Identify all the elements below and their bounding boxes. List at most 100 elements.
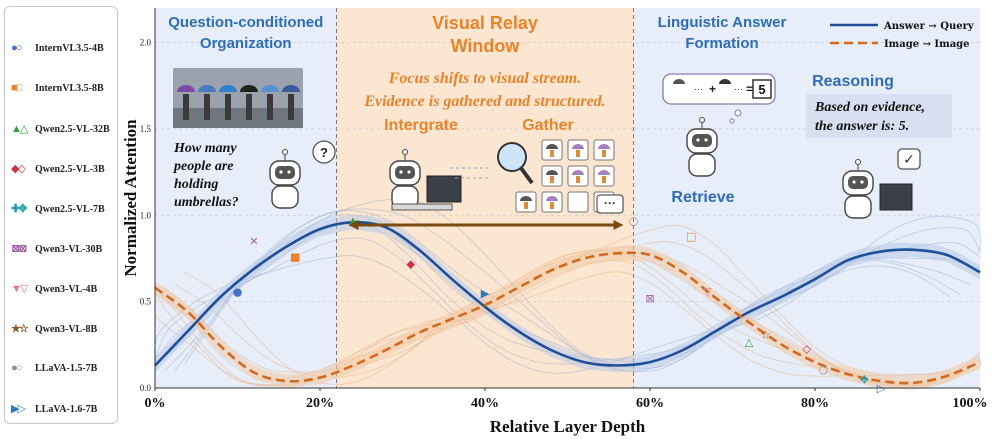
legend-label-answer: Answer → Query bbox=[883, 21, 975, 32]
legend-model-item: ●○ LLaVA-1.5-7B bbox=[11, 362, 97, 374]
model-point: △ bbox=[745, 335, 754, 348]
legend-marker-icon: ▲△ bbox=[11, 123, 28, 135]
model-point: ⊠ bbox=[645, 292, 654, 305]
legend-model-item: ■□ InternVL3.5-8B bbox=[11, 82, 104, 94]
robot-eye bbox=[407, 170, 411, 174]
model-point: ◆ bbox=[407, 258, 416, 271]
legend-marker-icon: ▼▽ bbox=[11, 283, 28, 295]
person-icon bbox=[550, 150, 554, 157]
y-tick-label: 1.0 bbox=[140, 210, 152, 220]
legend-marker-icon: ★☆ bbox=[11, 323, 29, 335]
x-axis-title: Relative Layer Depth bbox=[490, 417, 646, 436]
model-point: ▽ bbox=[704, 285, 713, 298]
x-tick-label: 0% bbox=[145, 396, 166, 411]
phase-bg-right bbox=[633, 8, 980, 388]
phase-title-left: Question-conditioned bbox=[168, 14, 323, 31]
umbrella-icon bbox=[261, 85, 279, 92]
focus-text: Evidence is gathered and structured. bbox=[363, 93, 605, 110]
gather-more-tile bbox=[596, 194, 624, 214]
focus-text: Focus shifts to visual stream. bbox=[388, 70, 581, 87]
legend-model-item: ▼▽ Qwen3-VL-4B bbox=[11, 282, 97, 295]
model-point: ▶ bbox=[481, 287, 490, 300]
y-tick-label: 0.0 bbox=[140, 383, 152, 393]
umbrella-icon bbox=[546, 144, 558, 149]
person-icon bbox=[602, 150, 606, 157]
y-tick-label: 0.5 bbox=[140, 297, 152, 307]
umbrella-icon bbox=[520, 196, 532, 201]
robot-eye bbox=[696, 138, 700, 142]
umbrella-icon bbox=[282, 85, 300, 92]
robot-face bbox=[275, 166, 295, 179]
person-icon bbox=[267, 94, 273, 120]
legend-model-label: Qwen2.5-VL-3B bbox=[35, 164, 105, 175]
person-icon bbox=[550, 202, 554, 209]
legend-model-label: Qwen2.5-VL-7B bbox=[35, 204, 105, 215]
robot-body bbox=[271, 185, 299, 209]
umbrella-icon bbox=[673, 79, 685, 84]
legend-model-label: LLaVA-1.6-7B bbox=[35, 404, 98, 415]
person-icon bbox=[550, 176, 554, 183]
phase-bg-middle bbox=[336, 8, 634, 388]
umbrella-icon bbox=[572, 144, 584, 149]
person-icon bbox=[602, 176, 606, 183]
robot-face bbox=[848, 176, 868, 189]
legend-marker-icon: ✚✥ bbox=[11, 203, 27, 215]
series-image-image-line bbox=[154, 251, 981, 385]
robot-answer bbox=[842, 159, 874, 219]
legend-model-item: ●○ InternVL3.5-4B bbox=[11, 42, 104, 54]
thought-dot bbox=[734, 109, 742, 117]
robot-thinking-left bbox=[269, 149, 301, 209]
robot-eye bbox=[860, 180, 864, 184]
robot-antenna bbox=[402, 149, 408, 155]
question-text: people are bbox=[173, 159, 233, 174]
legend-model-label: Qwen3-VL-4B bbox=[35, 284, 98, 295]
legend-model-item: ▶▷ LLaVA-1.6-7B bbox=[11, 402, 97, 415]
umbrella-icon bbox=[219, 85, 237, 92]
equation-dots: ··· bbox=[694, 84, 703, 94]
equation-plus: + bbox=[709, 82, 716, 96]
legend-model-item: ⊠⊠ Qwen3-VL-30B bbox=[11, 242, 102, 255]
person-icon bbox=[576, 176, 580, 183]
legend-model-label: Qwen2.5-VL-32B bbox=[35, 124, 110, 135]
legend-model-item: ★☆ Qwen3-VL-8B bbox=[11, 322, 97, 335]
person-icon bbox=[225, 94, 231, 120]
equation-equals: = bbox=[746, 82, 753, 96]
umbrella-icon bbox=[177, 85, 195, 92]
gather-more-dots: ··· bbox=[604, 196, 616, 210]
phase-title-left: Organization bbox=[200, 35, 292, 52]
question-text: umbrellas? bbox=[174, 195, 239, 210]
relay-arrow-head-right bbox=[613, 220, 624, 230]
model-point: ▲ bbox=[349, 214, 358, 227]
legend-marker-icon: ●○ bbox=[11, 362, 22, 374]
legend-label-image: Image → Image bbox=[884, 39, 970, 50]
thought-dot bbox=[729, 118, 735, 124]
x-tick-label: 20% bbox=[306, 396, 334, 411]
legend-marker-icon: ●○ bbox=[11, 42, 22, 54]
robot-face bbox=[692, 134, 712, 147]
computer-monitor bbox=[879, 183, 913, 211]
legend-model-label: LLaVA-1.5-7B bbox=[35, 363, 98, 374]
reasoning-text: Based on evidence, bbox=[814, 100, 925, 115]
model-point: □ bbox=[686, 230, 696, 243]
model-point: ☆ bbox=[761, 328, 771, 341]
label-reasoning: Reasoning bbox=[812, 73, 894, 90]
model-point: ■ bbox=[290, 251, 300, 264]
umbrella-icon bbox=[598, 170, 610, 175]
model-point: ✕ bbox=[249, 235, 258, 248]
question-text: holding bbox=[174, 177, 218, 192]
reasoning-text: the answer is: 5. bbox=[815, 119, 909, 134]
legend-model-label: InternVL3.5-8B bbox=[35, 83, 104, 94]
robot-antenna bbox=[699, 117, 705, 123]
umbrella-icon bbox=[598, 144, 610, 149]
y-tick-label: 2.0 bbox=[140, 38, 152, 48]
robot-eye bbox=[852, 180, 856, 184]
robot-eye bbox=[287, 170, 291, 174]
legend-model-item: ▲△ Qwen2.5-VL-32B bbox=[11, 122, 110, 135]
magnifier-handle bbox=[519, 166, 534, 185]
legend-model-item: ✚✥ Qwen2.5-VL-7B bbox=[11, 202, 105, 215]
legend-marker-icon: ▶▷ bbox=[11, 403, 26, 415]
robot-eye bbox=[279, 170, 283, 174]
model-point: ○ bbox=[629, 214, 639, 227]
faint-series-line bbox=[154, 271, 951, 387]
x-tick-label: 80% bbox=[801, 396, 829, 411]
